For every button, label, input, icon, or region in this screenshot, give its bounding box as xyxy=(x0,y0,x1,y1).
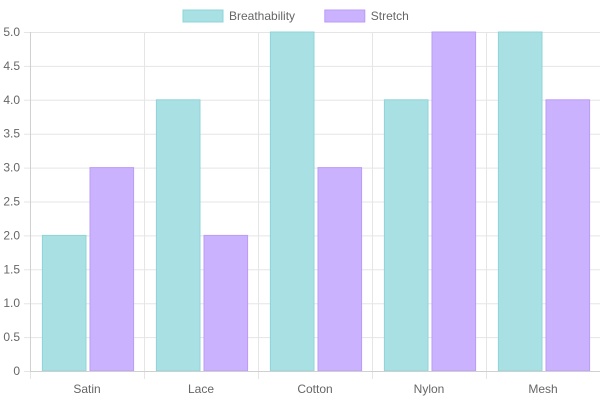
bar-breathability-mesh xyxy=(497,31,543,372)
y-tick-label: 5.0 xyxy=(3,25,20,39)
y-tick-label: 0.5 xyxy=(3,330,20,344)
bar-breathability-satin xyxy=(41,234,87,372)
legend-label: Breathability xyxy=(229,9,295,23)
axes: 0 0.5 1.0 1.5 2.0 2.5 3.0 3.5 4.0 4.5 5.0 Satin Lace… xyxy=(3,25,600,396)
legend-item-breathability: Breathability xyxy=(182,9,295,23)
legend: Breathability Stretch xyxy=(182,9,409,23)
bar-breathability-cotton xyxy=(269,31,315,372)
x-tick-label: Cotton xyxy=(297,382,332,396)
y-tick-label: 2.0 xyxy=(3,228,20,242)
legend-item-stretch: Stretch xyxy=(324,9,409,23)
y-tick-label: 4.0 xyxy=(3,93,20,107)
bar-breathability-lace xyxy=(155,99,201,372)
bar-stretch-nylon xyxy=(431,31,477,372)
legend-swatch xyxy=(324,9,366,23)
bar-stretch-mesh xyxy=(545,99,591,372)
y-tick-label: 3.5 xyxy=(3,127,20,141)
x-tick-label: Nylon xyxy=(414,382,445,396)
x-tick-label: Lace xyxy=(188,382,214,396)
bar-stretch-lace xyxy=(203,234,249,372)
y-tick-label: 4.5 xyxy=(3,59,20,73)
y-tick-label: 1.5 xyxy=(3,262,20,276)
x-tick-label: Satin xyxy=(73,382,100,396)
legend-label: Stretch xyxy=(371,9,409,23)
y-tick-label: 2.5 xyxy=(3,195,20,209)
y-tick-label: 3.0 xyxy=(3,161,20,175)
bar-breathability-nylon xyxy=(383,99,429,372)
bar-stretch-cotton xyxy=(317,167,363,372)
bars xyxy=(41,31,591,372)
x-tick-label: Mesh xyxy=(528,382,557,396)
legend-swatch xyxy=(182,9,224,23)
y-tick-label: 1.0 xyxy=(3,296,20,310)
y-tick-label: 0 xyxy=(13,364,20,378)
bar-stretch-satin xyxy=(89,167,135,372)
